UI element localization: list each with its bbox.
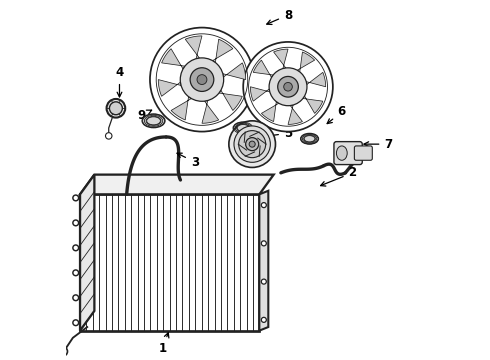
- Circle shape: [197, 75, 207, 85]
- Text: 9: 9: [137, 109, 151, 122]
- Polygon shape: [213, 39, 233, 63]
- Circle shape: [243, 42, 333, 132]
- Circle shape: [234, 126, 270, 162]
- Ellipse shape: [147, 117, 160, 125]
- Circle shape: [278, 76, 298, 97]
- Circle shape: [261, 318, 267, 322]
- FancyBboxPatch shape: [334, 141, 362, 165]
- Circle shape: [284, 82, 293, 91]
- Ellipse shape: [304, 136, 315, 142]
- Text: 2: 2: [320, 166, 357, 186]
- Circle shape: [150, 28, 254, 132]
- Circle shape: [249, 141, 255, 147]
- Text: 8: 8: [267, 9, 292, 24]
- Text: 1: 1: [158, 333, 169, 355]
- Polygon shape: [202, 100, 219, 123]
- Text: 5: 5: [264, 127, 292, 140]
- Circle shape: [73, 270, 78, 276]
- Ellipse shape: [142, 114, 165, 128]
- Polygon shape: [273, 49, 288, 68]
- Text: 4: 4: [115, 66, 123, 97]
- Polygon shape: [303, 96, 323, 113]
- Circle shape: [61, 349, 65, 354]
- Circle shape: [109, 102, 122, 115]
- Circle shape: [73, 245, 78, 251]
- Polygon shape: [250, 87, 270, 101]
- Ellipse shape: [237, 125, 249, 131]
- Polygon shape: [253, 60, 273, 77]
- Circle shape: [190, 68, 214, 91]
- Polygon shape: [219, 90, 243, 111]
- Text: 3: 3: [177, 153, 199, 168]
- Polygon shape: [158, 80, 181, 96]
- Circle shape: [229, 121, 275, 167]
- Ellipse shape: [337, 146, 347, 160]
- Polygon shape: [185, 36, 202, 59]
- Circle shape: [261, 203, 267, 208]
- Text: 7: 7: [364, 138, 392, 150]
- Polygon shape: [223, 63, 245, 80]
- Circle shape: [73, 220, 78, 226]
- Text: 6: 6: [327, 105, 346, 123]
- Circle shape: [73, 195, 78, 201]
- Circle shape: [269, 68, 307, 106]
- Polygon shape: [261, 102, 279, 122]
- Circle shape: [58, 347, 68, 356]
- Circle shape: [261, 241, 267, 246]
- Polygon shape: [259, 191, 269, 330]
- Polygon shape: [297, 52, 315, 72]
- Circle shape: [245, 138, 259, 151]
- Circle shape: [261, 279, 267, 284]
- FancyBboxPatch shape: [354, 146, 372, 160]
- Circle shape: [239, 131, 266, 158]
- Polygon shape: [171, 96, 192, 120]
- Polygon shape: [306, 72, 326, 87]
- Polygon shape: [80, 175, 274, 194]
- Polygon shape: [162, 49, 185, 69]
- Circle shape: [107, 99, 125, 118]
- Ellipse shape: [233, 122, 253, 134]
- Polygon shape: [288, 105, 302, 125]
- Circle shape: [73, 320, 78, 325]
- Circle shape: [180, 58, 223, 101]
- Ellipse shape: [300, 134, 318, 144]
- Circle shape: [105, 133, 112, 139]
- Polygon shape: [80, 175, 95, 330]
- Circle shape: [73, 295, 78, 301]
